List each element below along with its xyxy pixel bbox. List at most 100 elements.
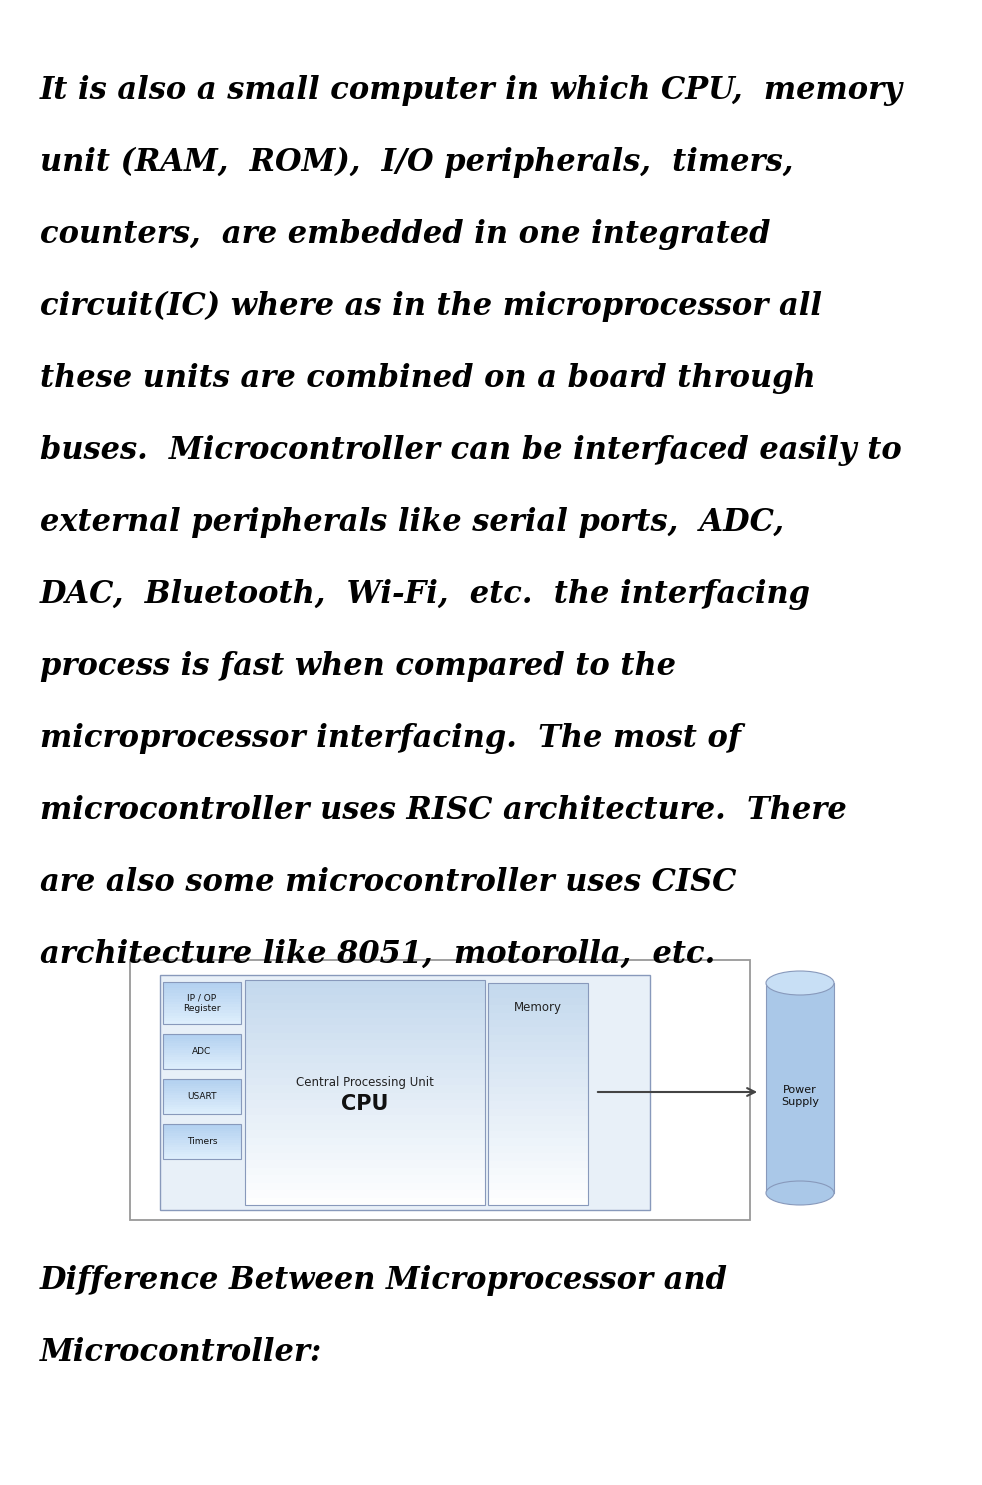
Bar xyxy=(245,1167,485,1176)
Bar xyxy=(163,1022,241,1025)
Bar xyxy=(488,1094,588,1102)
Text: ADC: ADC xyxy=(192,1047,212,1056)
Bar xyxy=(488,1154,588,1161)
Bar xyxy=(163,1129,241,1132)
Bar xyxy=(163,993,241,996)
Bar xyxy=(245,1071,485,1078)
Text: CPU: CPU xyxy=(342,1094,389,1115)
Bar xyxy=(163,1053,241,1056)
Bar xyxy=(488,1182,588,1191)
Bar xyxy=(163,1080,241,1083)
Bar xyxy=(163,1152,241,1155)
Bar xyxy=(245,1160,485,1169)
Text: Central Processing Unit: Central Processing Unit xyxy=(296,1077,434,1089)
Bar xyxy=(163,1090,241,1094)
Bar xyxy=(163,1086,241,1090)
Bar xyxy=(163,982,241,1025)
Bar xyxy=(488,1020,588,1029)
Bar xyxy=(163,985,241,989)
Bar xyxy=(163,1034,241,1038)
Bar xyxy=(245,995,485,1004)
Bar xyxy=(245,980,485,1204)
Ellipse shape xyxy=(766,1181,834,1204)
Bar xyxy=(245,1086,485,1093)
Bar xyxy=(245,1138,485,1146)
Bar xyxy=(488,1013,588,1022)
Text: microcontroller uses RISC architecture.  There: microcontroller uses RISC architecture. … xyxy=(40,794,846,826)
Bar xyxy=(163,1102,241,1106)
Bar xyxy=(488,1057,588,1065)
Bar xyxy=(163,1109,241,1112)
Bar xyxy=(163,1100,241,1103)
Bar xyxy=(163,1133,241,1136)
Bar xyxy=(163,1057,241,1060)
Bar xyxy=(163,1034,241,1069)
Bar xyxy=(766,983,834,1192)
Bar xyxy=(163,1065,241,1068)
Bar xyxy=(163,1136,241,1139)
Bar xyxy=(488,1065,588,1072)
Text: Power
Supply: Power Supply xyxy=(781,1086,819,1108)
Bar xyxy=(163,1089,241,1091)
Bar xyxy=(245,1040,485,1048)
Bar xyxy=(488,1005,588,1014)
Bar xyxy=(163,988,241,992)
Bar xyxy=(163,1037,241,1040)
Bar xyxy=(488,1161,588,1169)
Text: microprocessor interfacing.  The most of: microprocessor interfacing. The most of xyxy=(40,723,741,754)
Text: DAC,  Bluetooth,  Wi-Fi,  etc.  the interfacing: DAC, Bluetooth, Wi-Fi, etc. the interfac… xyxy=(40,579,811,610)
Bar xyxy=(163,1044,241,1047)
Bar xyxy=(163,1124,241,1127)
Bar xyxy=(160,976,650,1210)
Bar xyxy=(245,1100,485,1108)
Bar xyxy=(245,1152,485,1161)
Bar xyxy=(163,1148,241,1151)
Bar xyxy=(488,1042,588,1050)
Bar xyxy=(488,983,588,992)
Text: unit (RAM,  ROM),  I/O peripherals,  timers,: unit (RAM, ROM), I/O peripherals, timers… xyxy=(40,147,793,178)
Bar xyxy=(245,1078,485,1086)
Bar xyxy=(488,1146,588,1154)
Bar xyxy=(163,1084,241,1087)
Bar xyxy=(245,1123,485,1132)
Bar xyxy=(245,1145,485,1154)
Bar xyxy=(488,1117,588,1124)
Bar xyxy=(163,1145,241,1148)
Text: It is also a small computer in which CPU,  memory: It is also a small computer in which CPU… xyxy=(40,76,903,105)
Bar xyxy=(163,1019,241,1022)
Bar xyxy=(163,1016,241,1019)
Text: process is fast when compared to the: process is fast when compared to the xyxy=(40,650,676,682)
Bar xyxy=(488,1124,588,1132)
Text: USART: USART xyxy=(188,1091,217,1100)
Bar xyxy=(163,1060,241,1063)
Bar xyxy=(245,1062,485,1071)
Bar xyxy=(163,1140,241,1143)
Bar xyxy=(163,1048,241,1051)
Bar xyxy=(130,959,750,1221)
Bar xyxy=(163,1041,241,1044)
Bar xyxy=(163,1126,241,1130)
Bar xyxy=(488,1109,588,1117)
Bar xyxy=(245,980,485,989)
Text: these units are combined on a board through: these units are combined on a board thro… xyxy=(40,362,816,394)
Ellipse shape xyxy=(766,971,834,995)
Bar xyxy=(488,998,588,1007)
Bar xyxy=(163,1045,241,1048)
Text: architecture like 8051,  motorolla,  etc.: architecture like 8051, motorolla, etc. xyxy=(40,939,715,970)
Bar xyxy=(163,1142,241,1146)
Bar xyxy=(245,988,485,996)
Bar xyxy=(163,1050,241,1054)
Bar xyxy=(488,1087,588,1094)
Bar xyxy=(163,1066,241,1071)
Bar xyxy=(163,1124,241,1158)
Bar xyxy=(488,1080,588,1087)
Bar xyxy=(163,1157,241,1160)
Text: Difference Between Microprocessor and: Difference Between Microprocessor and xyxy=(40,1265,728,1296)
Text: IP / OP
Register: IP / OP Register xyxy=(184,993,221,1013)
Bar xyxy=(163,1038,241,1042)
Bar xyxy=(488,1169,588,1176)
Bar xyxy=(163,1081,241,1084)
Bar xyxy=(163,996,241,999)
Bar xyxy=(245,1175,485,1184)
Bar xyxy=(245,1130,485,1139)
